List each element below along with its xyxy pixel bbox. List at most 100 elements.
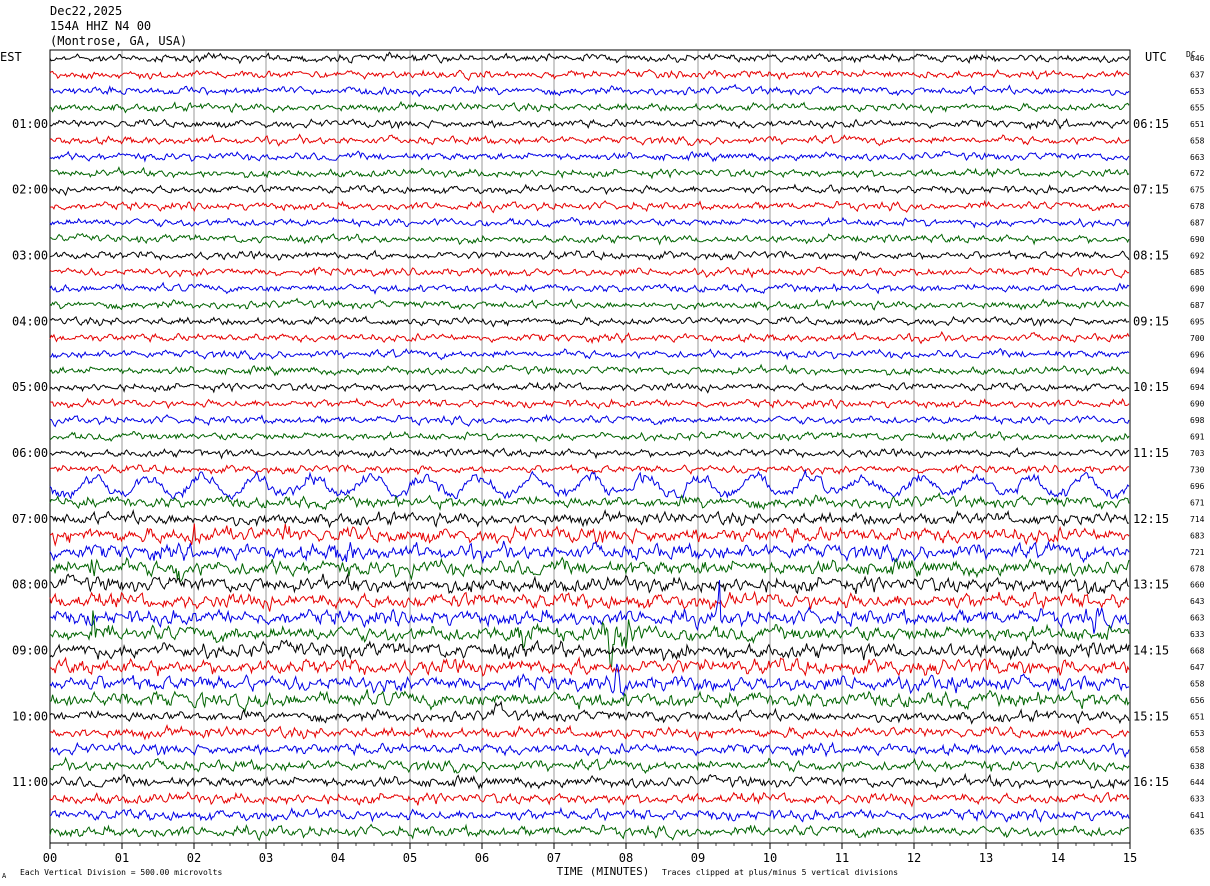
right-hour-label: 16:15 xyxy=(1133,775,1169,789)
dc-offset-label: 696 xyxy=(1190,482,1205,491)
dc-offset-label: 644 xyxy=(1190,778,1205,787)
seismic-trace-row xyxy=(49,347,1130,361)
x-tick-label: 01 xyxy=(115,851,129,865)
dc-offset-label: 700 xyxy=(1190,334,1205,343)
seismic-trace-row xyxy=(49,381,1130,394)
dc-offset-label: 691 xyxy=(1190,433,1205,442)
seismic-trace-row xyxy=(49,315,1130,328)
seismic-trace-row xyxy=(49,590,1130,612)
left-hour-label: 04:00 xyxy=(12,314,48,328)
axis-labels: 646 637 653 655 651 658 663 672 675 678 687 690 692 6… xyxy=(0,50,1205,880)
header-location: (Montrose, GA, USA) xyxy=(50,34,188,48)
dc-offset-label: 694 xyxy=(1190,383,1205,392)
seismic-trace-row xyxy=(49,166,1130,180)
seismic-trace-row xyxy=(49,468,1130,501)
dc-offset-label: 638 xyxy=(1190,762,1205,771)
seismic-trace-row xyxy=(49,656,1130,677)
seismic-trace-row xyxy=(49,232,1130,246)
dc-offset-label: 703 xyxy=(1190,449,1205,458)
left-hour-label: 07:00 xyxy=(12,512,48,526)
dc-offset-label: 698 xyxy=(1190,416,1205,425)
seismic-trace-row xyxy=(49,523,1130,547)
seismic-trace-row xyxy=(49,580,1130,634)
right-hour-label: 08:15 xyxy=(1133,249,1169,263)
dc-offset-label: 651 xyxy=(1190,712,1205,721)
dc-offset-label: 653 xyxy=(1190,87,1205,96)
x-tick-label: 05 xyxy=(403,851,417,865)
dc-offset-label: 658 xyxy=(1190,136,1205,145)
dc-offset-label: 646 xyxy=(1190,54,1205,63)
seismic-trace-row xyxy=(49,150,1130,163)
dc-offset-label: 658 xyxy=(1190,679,1205,688)
seismic-trace-row xyxy=(49,447,1130,460)
seismic-trace-row xyxy=(49,556,1130,584)
left-hour-label: 08:00 xyxy=(12,578,48,592)
seismic-trace-row xyxy=(49,118,1130,131)
seismic-trace-row xyxy=(49,100,1130,114)
corner-mark: A xyxy=(2,872,7,880)
dc-header-label: DC xyxy=(1186,50,1196,59)
header-date: Dec22,2025 xyxy=(50,4,123,18)
right-hour-label: 09:15 xyxy=(1133,314,1169,328)
right-hour-label: 10:15 xyxy=(1133,380,1169,394)
x-tick-label: 07 xyxy=(547,851,561,865)
seismic-trace-row xyxy=(49,823,1130,842)
right-hour-label: 12:15 xyxy=(1133,512,1169,526)
seismic-trace-row xyxy=(49,492,1130,511)
right-hour-label: 15:15 xyxy=(1133,709,1169,723)
left-hour-label: 09:00 xyxy=(12,644,48,658)
seismic-trace-row xyxy=(49,413,1130,428)
seismic-trace-row xyxy=(49,330,1130,345)
seismic-trace-row xyxy=(49,363,1130,377)
right-hour-label: 14:15 xyxy=(1133,644,1169,658)
dc-offset-label: 683 xyxy=(1190,531,1205,540)
right-hour-label: 07:15 xyxy=(1133,183,1169,197)
seismic-trace-row xyxy=(49,508,1130,529)
trace-lines xyxy=(49,51,1130,842)
x-axis-label: TIME (MINUTES) xyxy=(557,865,650,878)
seismic-trace-row xyxy=(49,297,1130,311)
seismic-trace-row xyxy=(49,700,1130,725)
left-timezone-label: EST xyxy=(0,50,22,64)
dc-offset-label: 656 xyxy=(1190,696,1205,705)
seismic-trace-row xyxy=(49,540,1130,565)
dc-offset-label: 695 xyxy=(1190,317,1205,326)
right-hour-label: 13:15 xyxy=(1133,578,1169,592)
dc-offset-label: 696 xyxy=(1190,350,1205,359)
dc-offset-label: 658 xyxy=(1190,745,1205,754)
seismic-trace-row xyxy=(49,610,1130,668)
seismic-trace-row xyxy=(49,791,1130,808)
x-tick-label: 15 xyxy=(1123,851,1137,865)
dc-offset-label: 678 xyxy=(1190,202,1205,211)
seismic-trace-row xyxy=(49,689,1130,713)
right-timezone-label: UTC xyxy=(1145,50,1167,64)
seismic-trace-row xyxy=(49,806,1130,823)
clip-note: Traces clipped at plus/minus 5 vertical … xyxy=(662,868,898,877)
left-hour-label: 06:00 xyxy=(12,446,48,460)
dc-offset-label: 663 xyxy=(1190,614,1205,623)
dc-offset-label: 714 xyxy=(1190,515,1205,524)
dc-offset-label: 643 xyxy=(1190,597,1205,606)
x-tick-label: 04 xyxy=(331,851,345,865)
dc-offset-label: 730 xyxy=(1190,466,1205,475)
x-tick-label: 09 xyxy=(691,851,705,865)
dc-offset-label: 694 xyxy=(1190,367,1205,376)
x-tick-label: 03 xyxy=(259,851,273,865)
seismic-trace-row xyxy=(49,266,1130,279)
left-hour-label: 05:00 xyxy=(12,380,48,394)
dc-offset-label: 668 xyxy=(1190,647,1205,656)
dc-offset-label: 633 xyxy=(1190,795,1205,804)
dc-offset-label: 655 xyxy=(1190,103,1205,112)
seismic-trace-row xyxy=(49,216,1130,229)
seismic-trace-row xyxy=(49,68,1130,82)
dc-offset-label: 663 xyxy=(1190,153,1205,162)
x-tick-label: 14 xyxy=(1051,851,1065,865)
dc-offset-label: 660 xyxy=(1190,581,1205,590)
dc-offset-label: 692 xyxy=(1190,252,1205,261)
left-hour-label: 01:00 xyxy=(12,117,48,131)
seismic-trace-row xyxy=(49,572,1130,595)
dc-offset-label: 653 xyxy=(1190,729,1205,738)
seismic-trace-row xyxy=(49,183,1130,197)
seismic-trace-row xyxy=(49,51,1130,65)
